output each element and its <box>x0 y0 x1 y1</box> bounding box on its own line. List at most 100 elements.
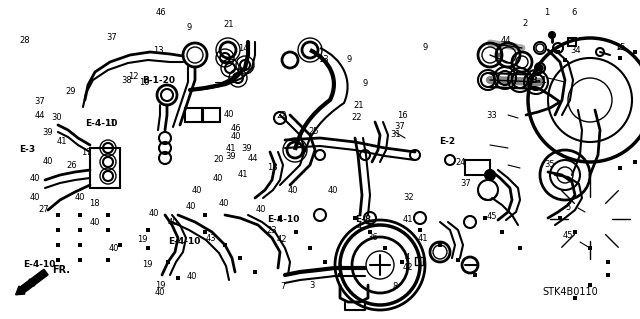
Text: 37: 37 <box>461 179 471 188</box>
Text: 37: 37 <box>395 122 405 130</box>
Bar <box>418 228 422 232</box>
Bar <box>415 257 423 265</box>
Text: 37: 37 <box>35 97 45 106</box>
Text: 40: 40 <box>230 132 241 141</box>
Text: 40: 40 <box>30 193 40 202</box>
Text: 42: 42 <box>276 235 287 244</box>
Text: 17: 17 <box>81 148 92 157</box>
Bar <box>146 228 150 232</box>
Text: 19: 19 <box>137 235 147 244</box>
Bar <box>202 108 220 122</box>
Text: FR.: FR. <box>52 265 70 275</box>
Bar <box>294 230 298 234</box>
Text: 9: 9 <box>423 43 428 52</box>
FancyArrow shape <box>15 269 48 295</box>
Text: 18: 18 <box>90 199 100 208</box>
Bar <box>633 50 637 54</box>
Bar <box>106 213 110 217</box>
Text: 39: 39 <box>225 152 236 161</box>
Bar <box>618 166 622 170</box>
Circle shape <box>485 170 495 180</box>
Text: 1: 1 <box>545 8 550 17</box>
Bar <box>353 216 357 220</box>
Text: 45: 45 <box>486 212 497 221</box>
Bar <box>456 258 460 262</box>
Bar <box>473 273 477 277</box>
Text: 4: 4 <box>404 253 410 262</box>
Bar <box>78 243 82 247</box>
Text: 40: 40 <box>109 244 119 253</box>
Text: 40: 40 <box>187 272 197 281</box>
Text: 19: 19 <box>142 260 152 269</box>
Text: 19: 19 <box>155 281 165 290</box>
Bar <box>500 230 504 234</box>
Text: 21: 21 <box>224 20 234 29</box>
Text: 41: 41 <box>417 234 428 243</box>
Text: 12: 12 <box>128 72 138 81</box>
Text: 40: 40 <box>30 174 40 182</box>
Text: 32: 32 <box>403 193 413 202</box>
Bar <box>308 246 312 250</box>
Text: 6: 6 <box>572 8 577 17</box>
Bar <box>588 283 592 287</box>
Bar <box>558 216 562 220</box>
Text: E-4-10: E-4-10 <box>24 260 56 269</box>
Text: 40: 40 <box>90 218 100 227</box>
Circle shape <box>537 65 543 71</box>
Text: 41: 41 <box>56 137 67 146</box>
Text: 40: 40 <box>192 186 202 195</box>
Bar <box>56 258 60 262</box>
Text: 9: 9 <box>346 55 351 63</box>
Text: 29: 29 <box>65 87 76 96</box>
Bar <box>78 258 82 262</box>
Bar <box>90 148 120 188</box>
Bar <box>383 246 387 250</box>
Text: 13: 13 <box>318 55 328 63</box>
Text: 9: 9 <box>362 79 367 88</box>
Text: 11: 11 <box>105 119 115 128</box>
Bar <box>518 246 522 250</box>
Text: 31: 31 <box>390 130 401 139</box>
Bar <box>118 243 122 247</box>
Text: 40: 40 <box>256 205 266 214</box>
Text: 37: 37 <box>107 33 117 42</box>
Text: 41: 41 <box>225 144 236 153</box>
Text: 41: 41 <box>403 215 413 224</box>
Bar <box>78 228 82 232</box>
Bar <box>166 260 170 264</box>
Text: 4: 4 <box>357 222 362 231</box>
Text: 28: 28 <box>19 36 29 45</box>
Text: STK4B0110: STK4B0110 <box>542 287 598 297</box>
Text: 38: 38 <box>122 76 132 85</box>
Text: E-4-10: E-4-10 <box>85 119 117 128</box>
Text: E-4-10: E-4-10 <box>267 215 299 224</box>
Bar <box>238 256 242 260</box>
Text: 40: 40 <box>212 174 223 182</box>
Text: 35: 35 <box>544 160 554 169</box>
Bar <box>606 260 610 264</box>
Text: 30: 30 <box>51 113 61 122</box>
Text: 45: 45 <box>563 231 573 240</box>
Text: 46: 46 <box>156 8 166 17</box>
Text: E-3: E-3 <box>19 145 35 154</box>
Text: 40: 40 <box>43 157 53 166</box>
Text: 41: 41 <box>238 170 248 179</box>
Text: 40: 40 <box>148 209 159 218</box>
Text: 25: 25 <box>308 127 319 136</box>
Bar <box>278 216 282 220</box>
Text: 44: 44 <box>500 36 511 45</box>
Text: 15: 15 <box>616 43 626 52</box>
Bar <box>438 243 442 247</box>
Bar <box>56 243 60 247</box>
Text: 5: 5 <box>566 203 571 212</box>
Text: 40: 40 <box>288 186 298 195</box>
Text: 36: 36 <box>367 233 378 242</box>
Text: E-4-10: E-4-10 <box>168 237 200 246</box>
Bar <box>563 58 567 62</box>
Text: 42: 42 <box>403 263 413 272</box>
Bar <box>338 273 342 277</box>
Text: 40: 40 <box>224 110 234 119</box>
Bar <box>606 273 610 277</box>
Bar <box>176 276 180 280</box>
Bar <box>323 260 327 264</box>
